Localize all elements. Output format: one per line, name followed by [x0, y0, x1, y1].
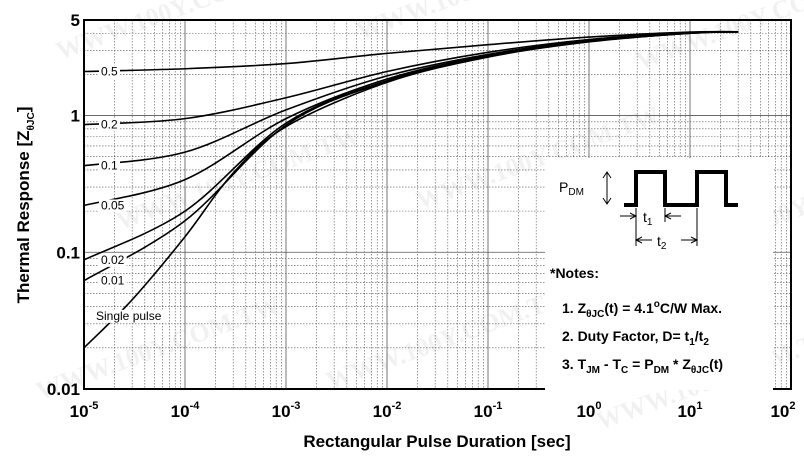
t1-arrows: [620, 212, 681, 220]
pulse-inset: PDM t1 t2: [545, 158, 773, 390]
curve-label-bg: [99, 199, 127, 213]
y-axis-title: Thermal Response [ZθJC]: [14, 107, 37, 304]
curve-label-0.2: 0.2: [101, 118, 118, 132]
curve-label-0.02: 0.02: [101, 253, 125, 267]
pulse-waveform: [624, 170, 738, 207]
note-3: 3. TJM - TC = PDM * ZθJC(t): [562, 356, 723, 376]
x-tick-label: 10-3: [272, 400, 301, 421]
x-tick-label: 101: [677, 400, 702, 421]
note-2: 2. Duty Factor, D= t1/t2: [562, 328, 709, 348]
plot-frame: [83, 19, 792, 390]
curve-label-bg: [99, 274, 127, 288]
pdm-arrow-heads: [602, 171, 612, 205]
pdm-label: PDM: [559, 179, 584, 198]
y-tick-label: 0.1: [56, 243, 80, 262]
x-axis-title: Rectangular Pulse Duration [sec]: [303, 432, 570, 451]
x-tick-label: 10-4: [171, 400, 201, 421]
curve-label-0.5: 0.5: [101, 65, 118, 79]
watermark-text: WWW.100Y.COM.TW: [632, 0, 804, 76]
curve-label-0.01: 0.01: [101, 274, 125, 288]
curve-labels: 0.5 0.2 0.1 0.05 0.02 0.01 Single pulse: [94, 65, 164, 323]
watermark-text: WWW.100Y.COM.TW: [112, 120, 364, 235]
t2-arrows: [634, 236, 699, 244]
curve-label-bg: [94, 309, 164, 323]
x-tick-label: 10-1: [474, 400, 503, 421]
series-line-single-pulse: [83, 30, 739, 349]
curve-label-bg: [99, 253, 127, 267]
notes-header: *Notes:: [550, 265, 599, 281]
x-tick-label: 102: [770, 400, 795, 421]
curve-label-bg: [99, 118, 121, 132]
notes-block: *Notes: 1. ZθJC(t) = 4.1oC/W Max. 2. Dut…: [550, 265, 723, 376]
x-tick-label: 10-2: [373, 400, 402, 421]
curve-label-0.05: 0.05: [101, 198, 125, 212]
y-tick-labels: 5 1 0.1 0.01: [47, 11, 80, 399]
t2-label: t2: [657, 233, 667, 252]
series-layer: [83, 30, 739, 349]
x-tick-label: 100: [576, 400, 601, 421]
t1-label: t1: [643, 209, 653, 228]
x-tick-labels: 10-5 10-4 10-3 10-2 10-1 100 101 102: [70, 400, 796, 421]
curve-label-bg: [99, 159, 121, 173]
note-1: 1. ZθJC(t) = 4.1oC/W Max.: [562, 299, 722, 320]
curve-label-single-pulse: Single pulse: [96, 309, 162, 323]
series-line-0.5: [83, 30, 739, 73]
curve-label-0.1: 0.1: [101, 159, 118, 173]
inset-background: [545, 158, 773, 390]
y-tick-label: 0.01: [47, 380, 80, 399]
y-tick-label: 5: [71, 11, 80, 30]
x-tick-label: 10-5: [70, 400, 99, 421]
watermark-text: WWW.100Y.COM.TW: [52, 0, 304, 66]
y-tick-label: 1: [71, 107, 80, 126]
curve-label-bg: [99, 65, 121, 79]
